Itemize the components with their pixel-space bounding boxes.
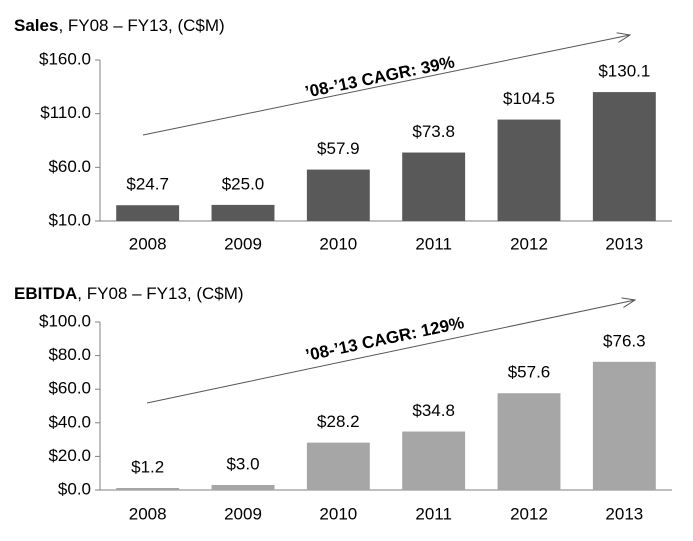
value-label: $104.5 (503, 89, 555, 108)
x-tick-label: 2008 (129, 234, 167, 253)
y-tick-label: $100.0 (39, 311, 91, 330)
y-tick-label: $60.0 (48, 379, 91, 398)
y-tick-label: $10.0 (48, 210, 91, 229)
value-label: $28.2 (317, 412, 360, 431)
bar (306, 442, 370, 490)
trend-arrow (142, 35, 630, 136)
chart-title: EBITDA, FY08 – FY13, (C$M) (14, 284, 244, 303)
y-tick-label: $110.0 (40, 103, 91, 122)
bar (116, 487, 180, 490)
x-tick-label: 2011 (415, 234, 452, 253)
value-label: $24.7 (126, 175, 169, 194)
value-label: $3.0 (226, 454, 259, 473)
bar (497, 393, 561, 490)
value-label: $34.8 (412, 401, 455, 420)
x-tick-label: 2011 (415, 504, 452, 523)
y-tick-label: $0.0 (58, 479, 91, 498)
bar (211, 484, 275, 490)
y-tick-label: $160.0 (39, 49, 91, 68)
bar (592, 361, 656, 490)
bar (402, 431, 466, 490)
bar (497, 119, 561, 221)
x-tick-label: 2009 (224, 234, 262, 253)
y-tick-label: $40.0 (48, 412, 91, 431)
x-tick-label: 2010 (319, 234, 357, 253)
y-tick-label: $20.0 (48, 446, 91, 465)
x-tick-label: 2010 (319, 504, 357, 523)
x-tick-label: 2013 (605, 504, 643, 523)
title-sub: , FY08 – FY13, (C$M) (77, 284, 243, 303)
x-tick-label: 2012 (510, 504, 548, 523)
x-tick-label: 2009 (224, 504, 262, 523)
bar (211, 204, 275, 221)
bar (116, 205, 180, 221)
value-label: $25.0 (222, 174, 265, 193)
value-label: $57.6 (508, 363, 551, 382)
bar (592, 92, 656, 221)
x-tick-label: 2008 (129, 504, 167, 523)
value-label: $57.9 (317, 139, 360, 158)
bar (306, 169, 370, 221)
chart-title: Sales, FY08 – FY13, (C$M) (14, 16, 225, 35)
title-main: Sales (14, 16, 58, 35)
value-label: $73.8 (412, 122, 455, 141)
value-label: $1.2 (131, 457, 164, 476)
y-tick-label: $60.0 (48, 157, 91, 176)
cagr-annotation: ’08-’13 CAGR: 39% (303, 52, 456, 101)
cagr-annotation: ’08-’13 CAGR: 129% (304, 313, 466, 365)
title-main: EBITDA (14, 284, 77, 303)
trend-arrow (146, 300, 635, 404)
x-tick-label: 2012 (510, 234, 548, 253)
y-tick-label: $80.0 (48, 345, 91, 364)
title-sub: , FY08 – FY13, (C$M) (58, 16, 224, 35)
bar (402, 152, 466, 221)
value-label: $130.1 (598, 62, 650, 81)
x-tick-label: 2013 (605, 234, 643, 253)
value-label: $76.3 (603, 331, 646, 350)
